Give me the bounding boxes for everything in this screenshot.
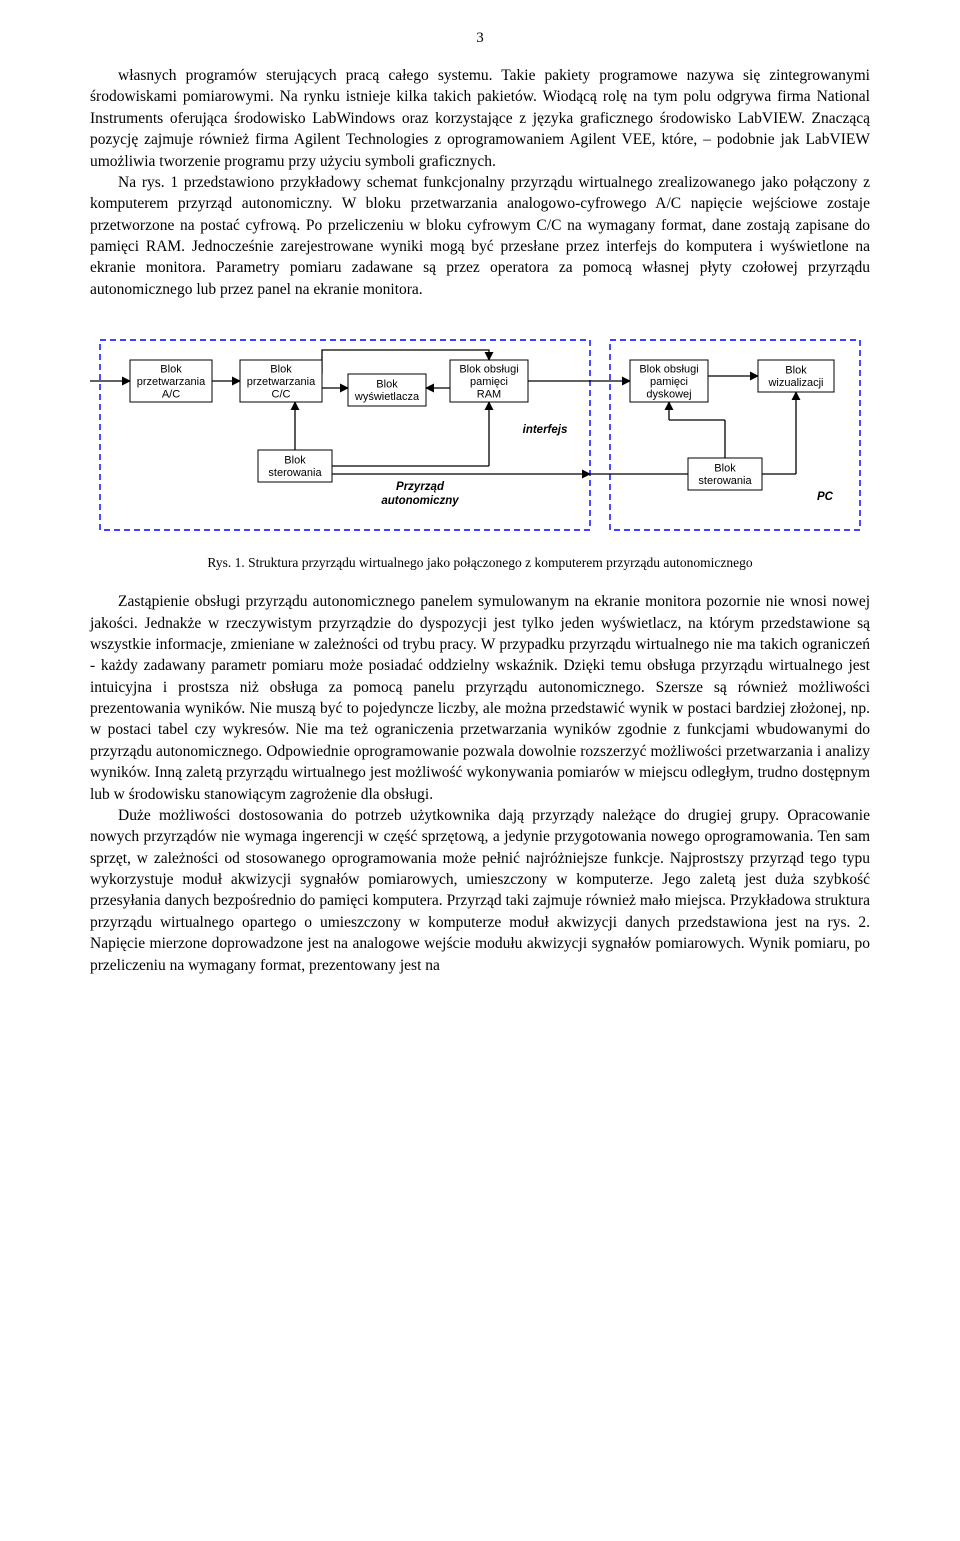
svg-text:interfejs: interfejs bbox=[523, 424, 568, 436]
svg-text:Blok obsługi: Blok obsługi bbox=[639, 363, 698, 375]
svg-text:wyświetlacza: wyświetlacza bbox=[354, 391, 420, 403]
svg-text:Przyrząd: Przyrząd bbox=[396, 481, 445, 493]
svg-text:Blok: Blok bbox=[284, 455, 306, 467]
figure-1-diagram: BlokprzetwarzaniaA/CBlokprzetwarzaniaC/C… bbox=[90, 330, 870, 545]
svg-text:autonomiczny: autonomiczny bbox=[381, 495, 459, 507]
paragraph-1: własnych programów sterujących pracą cał… bbox=[90, 65, 870, 172]
svg-text:Blok: Blok bbox=[160, 363, 182, 375]
svg-text:C/C: C/C bbox=[272, 388, 291, 400]
paragraph-3: Zastąpienie obsługi przyrządu autonomicz… bbox=[90, 591, 870, 805]
svg-text:przetwarzania: przetwarzania bbox=[247, 376, 316, 388]
svg-text:Blok: Blok bbox=[714, 463, 736, 475]
svg-text:Blok obsługi: Blok obsługi bbox=[459, 363, 518, 375]
svg-text:wizualizacji: wizualizacji bbox=[767, 377, 823, 389]
svg-text:przetwarzania: przetwarzania bbox=[137, 376, 206, 388]
svg-text:PC: PC bbox=[817, 491, 834, 503]
svg-text:Blok: Blok bbox=[785, 365, 807, 377]
page: 3 własnych programów sterujących pracą c… bbox=[0, 0, 960, 1016]
svg-text:pamięci: pamięci bbox=[470, 376, 508, 388]
svg-text:sterowania: sterowania bbox=[268, 467, 322, 479]
svg-text:A/C: A/C bbox=[162, 388, 180, 400]
svg-text:Blok: Blok bbox=[376, 379, 398, 391]
svg-text:dyskowej: dyskowej bbox=[646, 388, 691, 400]
svg-text:RAM: RAM bbox=[477, 388, 501, 400]
figure-1-caption: Rys. 1. Struktura przyrządu wirtualnego … bbox=[90, 555, 870, 571]
svg-text:sterowania: sterowania bbox=[698, 475, 752, 487]
svg-text:Blok: Blok bbox=[270, 363, 292, 375]
flowchart-svg: BlokprzetwarzaniaA/CBlokprzetwarzaniaC/C… bbox=[90, 330, 870, 540]
paragraph-4: Duże możliwości dostosowania do potrzeb … bbox=[90, 805, 870, 976]
paragraph-2: Na rys. 1 przedstawiono przykładowy sche… bbox=[90, 172, 870, 300]
page-number: 3 bbox=[90, 30, 870, 47]
svg-text:pamięci: pamięci bbox=[650, 376, 688, 388]
